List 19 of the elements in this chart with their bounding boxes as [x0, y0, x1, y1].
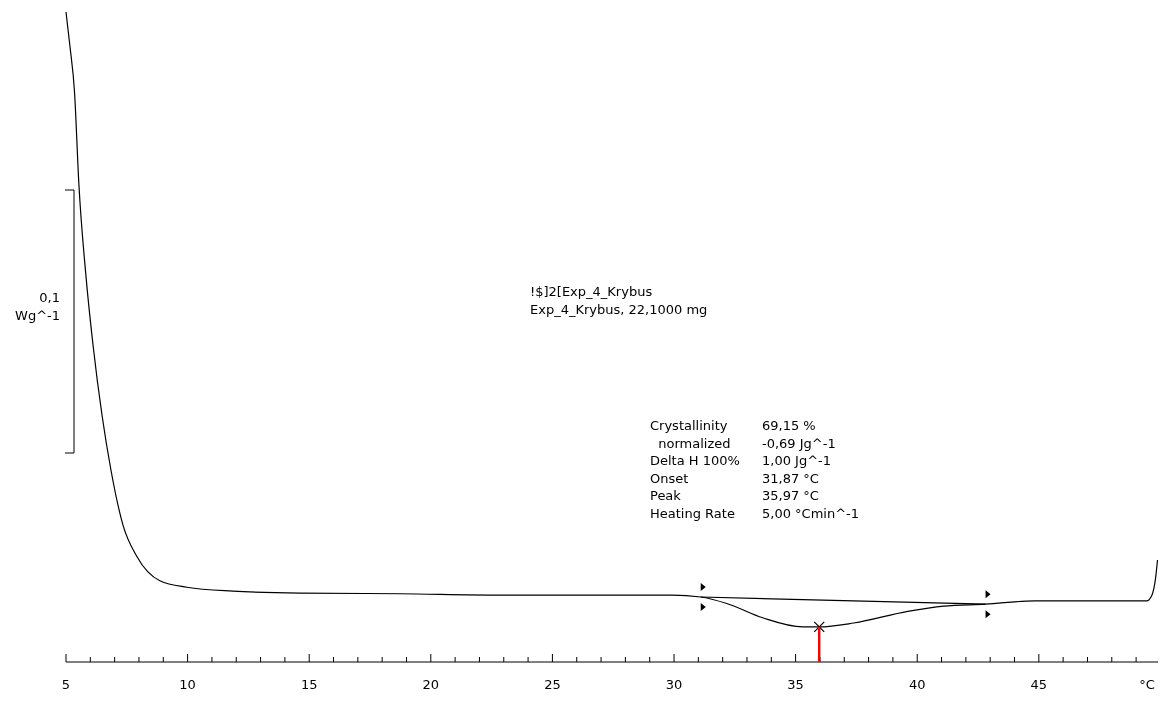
x-tick-label: 45	[1030, 677, 1048, 692]
text: Peak 35,97 °C	[650, 488, 819, 503]
annotation: Exp_4_Krybus, 22,1000 mg	[530, 302, 708, 317]
text: Crystallinity 69,15 %	[650, 418, 816, 433]
x-tick-label: 10	[179, 677, 196, 692]
x-tick-label: 30	[665, 677, 683, 692]
text: normalized -0,69 Jg^-1	[658, 435, 836, 451]
x-tick-label: 25	[544, 677, 561, 692]
x-tick-label: 15	[300, 677, 318, 692]
annotation: !$]2[Exp_4_Krybus	[530, 284, 653, 299]
text: Heating Rate 5,00 °Cmin^-1	[650, 505, 860, 521]
x-tick-label: 20	[422, 677, 440, 692]
y-axis-title: 0,1 Wg^-1	[15, 290, 60, 323]
x-tick-label: 40	[908, 677, 926, 692]
x-tick-label: 5	[61, 677, 71, 692]
text: Onset 31,87 °C	[650, 470, 819, 486]
text: Delta H 100% 1,00 Jg^-1	[650, 453, 832, 468]
x-tick-label: 35	[787, 677, 804, 692]
x-axis-title: °C	[1139, 677, 1155, 692]
